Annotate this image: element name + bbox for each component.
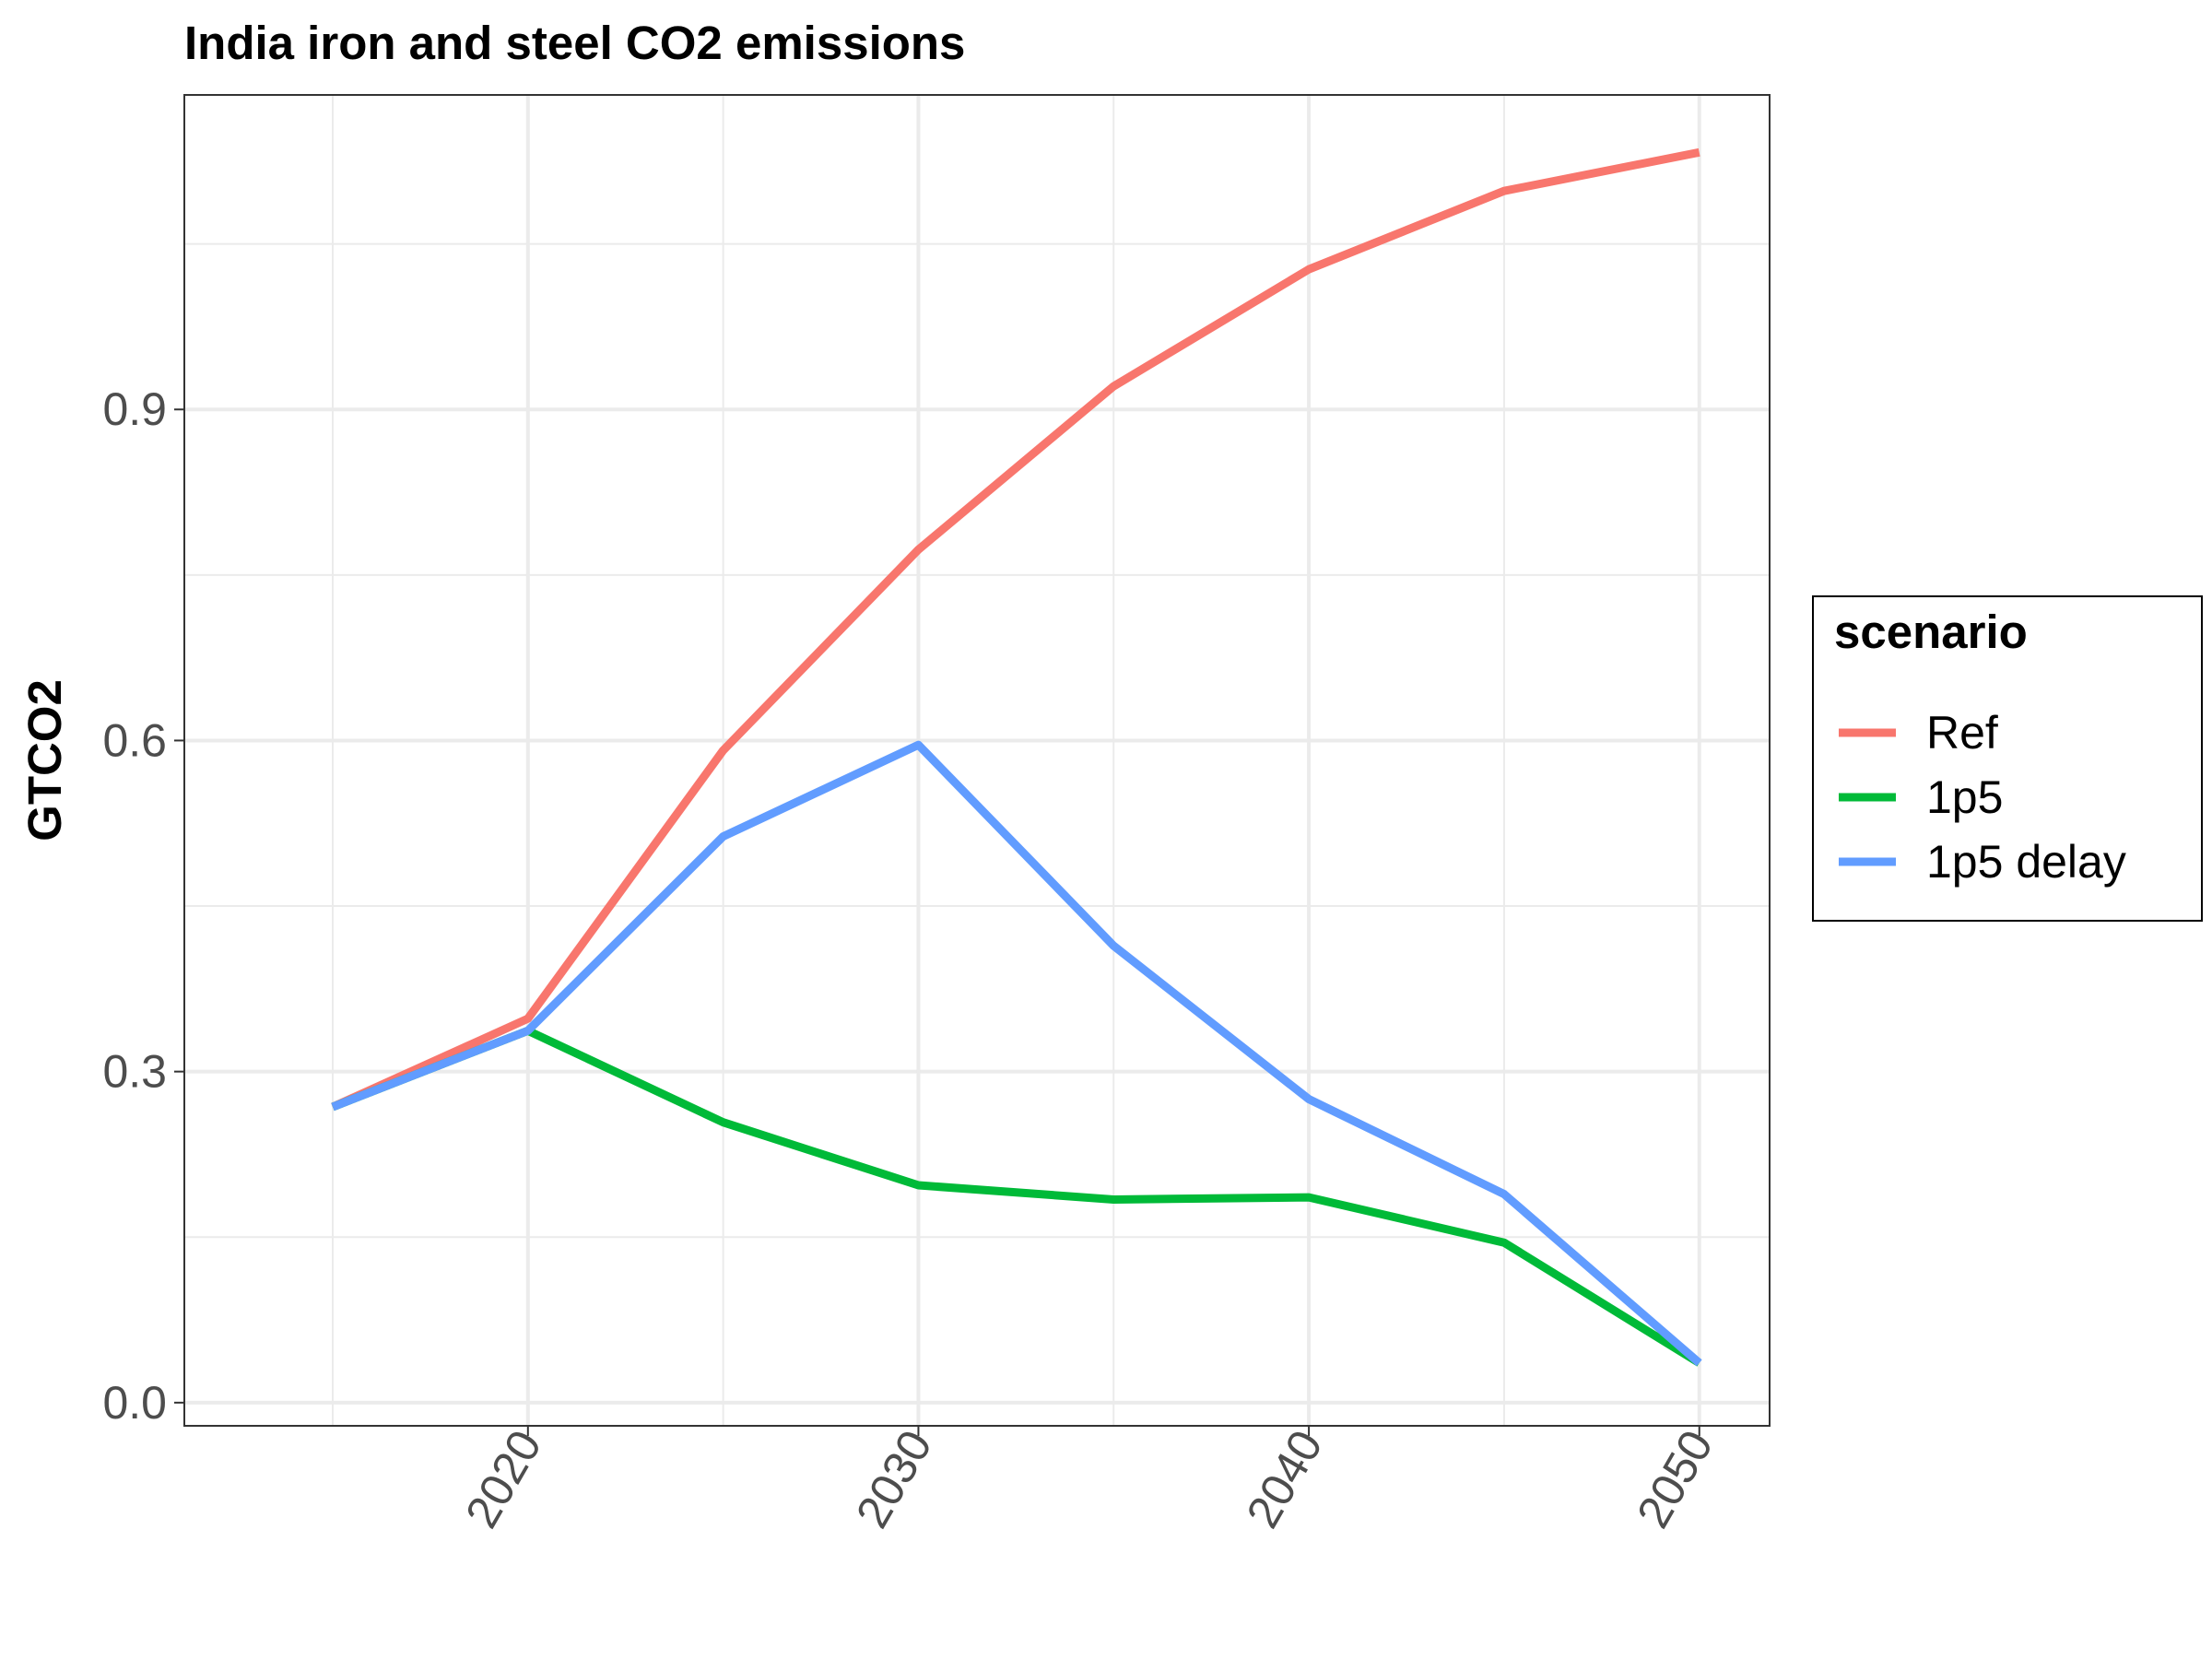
y-tick-label: 0.3: [102, 1046, 167, 1098]
series-line-ref: [331, 147, 1700, 1112]
legend-label: Ref: [1926, 707, 1998, 759]
x-axis: 2020 2030 2040 2050: [455, 1422, 1723, 1536]
legend-title: scenario: [1834, 606, 2028, 658]
x-tick-label: 2050: [1627, 1422, 1723, 1536]
y-tick-label: 0.9: [102, 383, 167, 435]
plot-panel-border: [183, 94, 1771, 1427]
legend-label: 1p5: [1926, 771, 2003, 823]
chart-title: India iron and steel CO2 emissions: [184, 17, 965, 69]
legend: scenario Ref 1p5 1p5 delay: [1812, 595, 2203, 922]
y-tick-label: 0.6: [102, 714, 167, 766]
legend-label: 1p5 delay: [1926, 836, 2126, 888]
series-line-1p5: [331, 1026, 1702, 1367]
y-axis-title: GTCO2: [18, 679, 71, 841]
x-tick-label: 2030: [846, 1422, 942, 1536]
legend-box: [1812, 595, 2203, 922]
legend-items: Ref 1p5 1p5 delay: [1839, 707, 2126, 888]
y-axis: 0.0 0.3 0.6 0.9: [102, 383, 184, 1429]
x-tick-label: 2040: [1237, 1422, 1333, 1536]
grid: [184, 95, 1770, 1426]
x-tick-label: 2020: [455, 1422, 551, 1536]
series-lines: [331, 147, 1702, 1367]
series-line-1p5-delay: [331, 740, 1702, 1367]
y-tick-label: 0.0: [102, 1377, 167, 1429]
